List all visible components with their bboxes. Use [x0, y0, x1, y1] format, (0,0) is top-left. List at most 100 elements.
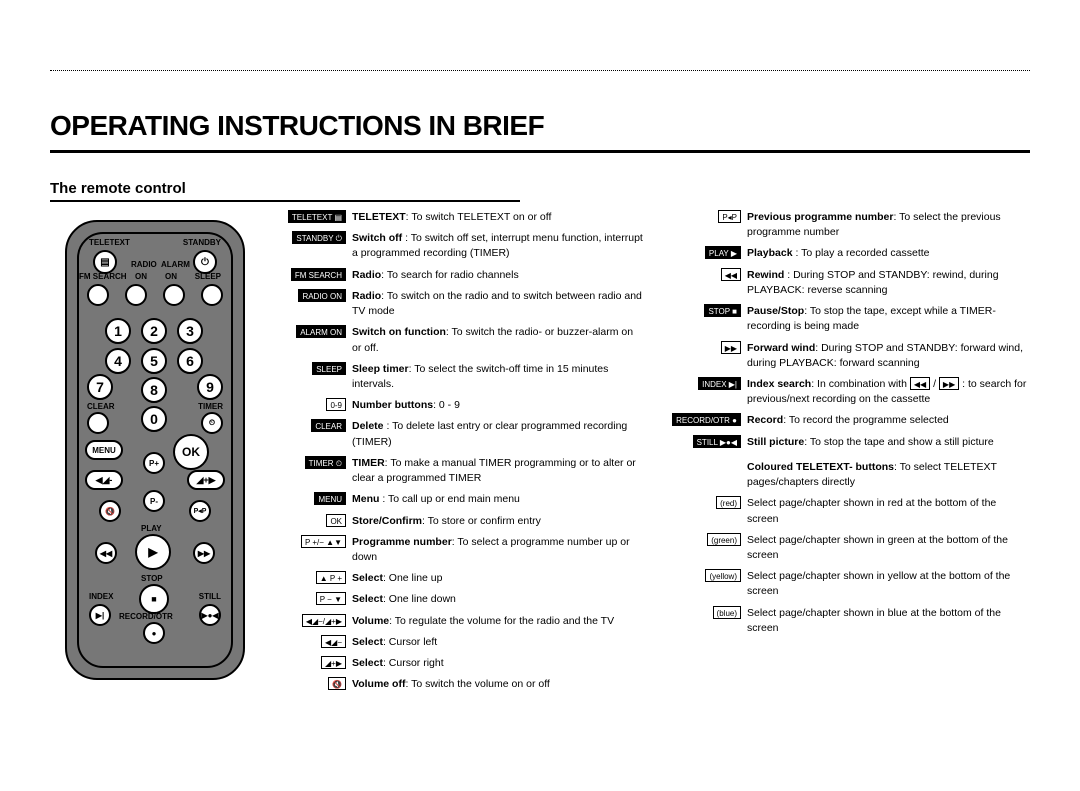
color-heading-text: Coloured TELETEXT- buttons: To select TE… [747, 460, 1030, 490]
btn-9: 9 [197, 374, 223, 400]
description-row: ▶▶Forward wind: During STOP and STANDBY:… [665, 341, 1030, 371]
description-text: Volume off: To switch the volume on or o… [352, 677, 645, 692]
description-text: Sleep timer: To select the switch-off ti… [352, 362, 645, 392]
btn-8: 8 [141, 377, 167, 403]
btn-2: 2 [141, 318, 167, 344]
key-slot: 🔇 [280, 677, 346, 692]
top-dotted-rule [50, 70, 1030, 71]
label-index: INDEX [89, 592, 113, 601]
description-row: STILL ▶●◀Still picture: To stop the tape… [665, 435, 1030, 450]
description-row: TELETEXT ▤TELETEXT: To switch TELETEXT o… [280, 210, 645, 225]
btn-0: 0 [141, 406, 167, 432]
description-text: Select: Cursor left [352, 635, 645, 650]
btn-index: ▶| [89, 604, 111, 626]
btn-teletext: ▤ [93, 250, 117, 274]
btn-menu: MENU [85, 440, 123, 460]
key-slot: 0-9 [280, 398, 346, 413]
btn-stop: ■ [139, 584, 169, 614]
label-stop: STOP [141, 574, 163, 583]
description-row: CLEAR Delete : To delete last entry or cl… [280, 419, 645, 449]
label-teletext: TELETEXT [89, 238, 130, 247]
description-row: 0-9Number buttons: 0 - 9 [280, 398, 645, 413]
key-slot: STOP ■ [665, 304, 741, 319]
description-text: Previous programme number: To select the… [747, 210, 1030, 240]
title-rule [50, 150, 1030, 153]
label-play: PLAY [141, 524, 162, 533]
description-text: Delete : To delete last entry or clear p… [352, 419, 645, 449]
btn-p-down: P- [143, 490, 165, 512]
description-row: P◂P Previous programme number: To select … [665, 210, 1030, 240]
key-label: STILL ▶●◀ [693, 435, 741, 448]
description-row: OKStore/Confirm: To store or confirm ent… [280, 514, 645, 529]
description-row: P +/− ▲▼ Programme number: To select a pr… [280, 535, 645, 565]
description-text: Select: One line down [352, 592, 645, 607]
btn-6: 6 [177, 348, 203, 374]
label-alarm: ALARM [161, 260, 190, 269]
key-label: TELETEXT ▤ [288, 210, 346, 223]
key-label: P◂P [718, 210, 741, 223]
key-label: STOP ■ [704, 304, 741, 317]
description-row: FM SEARCHRadio: To search for radio chan… [280, 268, 645, 283]
btn-rew: ◀◀ [95, 542, 117, 564]
btn-mute: 🔇 [99, 500, 121, 522]
key-label: ◀◀ [721, 268, 741, 281]
label-timer: TIMER [198, 402, 223, 411]
btn-ok: OK [173, 434, 209, 470]
key-label: CLEAR [311, 419, 346, 432]
description-text: Programme number: To select a programme … [352, 535, 645, 565]
btn-5: 5 [141, 348, 167, 374]
key-label: TIMER ⏲ [305, 456, 346, 469]
key-label: OK [326, 514, 346, 527]
label-still: STILL [199, 592, 221, 601]
color-row: (red)Select page/chapter shown in red at… [665, 496, 1030, 526]
btn-timer: ⏲ [201, 412, 223, 434]
key-label: RECORD/OTR ● [672, 413, 741, 426]
key-slot: ◀◢− [280, 635, 346, 650]
description-row: RECORD/OTR ● Record: To record the progra… [665, 413, 1030, 428]
description-row: STOP ■Pause/Stop: To stop the tape, exce… [665, 304, 1030, 334]
label-on2: ON [165, 272, 177, 281]
btn-1: 1 [105, 318, 131, 344]
description-row: MENUMenu : To call up or end main menu [280, 492, 645, 507]
btn-alarm-on [163, 284, 185, 306]
key-slot: (blue) [665, 606, 741, 621]
description-row: STANDBY ⏻Switch off : To switch off set,… [280, 231, 645, 261]
key-label: RADIO ON [298, 289, 346, 302]
key-label: ▲ P + [316, 571, 346, 584]
label-fmsearch: FM SEARCH [79, 272, 127, 281]
key-label: ◢+▶ [321, 656, 346, 669]
key-label: P +/− ▲▼ [301, 535, 346, 548]
description-text: Select: One line up [352, 571, 645, 586]
key-slot: STANDBY ⏻ [280, 231, 346, 246]
description-text: Record: To record the programme selected [747, 413, 1030, 428]
key-label: ALARM ON [296, 325, 346, 338]
key-label: ▶▶ [721, 341, 741, 354]
description-text: Rewind : During STOP and STANDBY: rewind… [747, 268, 1030, 298]
remote-inner-pad: TELETEXT STANDBY ▤ ⏻ RADIO ALARM FM SEAR… [77, 232, 233, 668]
description-text: Select: Cursor right [352, 656, 645, 671]
description-row: 🔇 Volume off: To switch the volume on or … [280, 677, 645, 692]
key-label: SLEEP [312, 362, 346, 375]
btn-ffw: ▶▶ [193, 542, 215, 564]
key-label: PLAY ▶ [705, 246, 741, 259]
btn-clear [87, 412, 109, 434]
key-slot: RECORD/OTR ● [665, 413, 741, 428]
description-text: Radio: To switch on the radio and to swi… [352, 289, 645, 319]
btn-standby: ⏻ [193, 250, 217, 274]
remote-body: TELETEXT STANDBY ▤ ⏻ RADIO ALARM FM SEAR… [65, 220, 245, 680]
key-slot: ▲ P + [280, 571, 346, 586]
description-text: Menu : To call up or end main menu [352, 492, 645, 507]
key-slot: (yellow) [665, 569, 741, 584]
key-slot: ▶▶ [665, 341, 741, 356]
description-text: Select page/chapter shown in yellow at t… [747, 569, 1030, 599]
description-text: Volume: To regulate the volume for the r… [352, 614, 645, 629]
btn-still: ▶●◀ [199, 604, 221, 626]
key-label: INDEX ▶| [698, 377, 741, 390]
btn-record: ● [143, 622, 165, 644]
color-row: (blue)Select page/chapter shown in blue … [665, 606, 1030, 636]
description-text: Playback : To play a recorded cassette [747, 246, 1030, 261]
btn-vol-down: ◀◢- [85, 470, 123, 490]
description-row: ◀◢− Select: Cursor left [280, 635, 645, 650]
page-title: OPERATING INSTRUCTIONS IN BRIEF [50, 110, 544, 142]
label-clear: CLEAR [87, 402, 115, 411]
